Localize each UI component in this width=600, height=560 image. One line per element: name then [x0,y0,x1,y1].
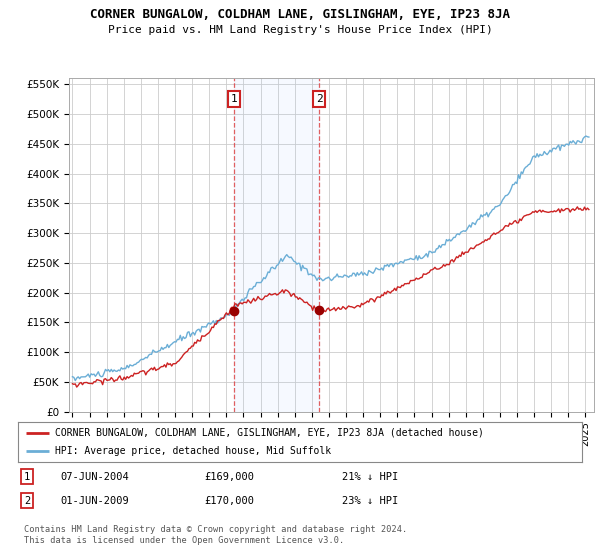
Text: 07-JUN-2004: 07-JUN-2004 [60,472,129,482]
Text: Contains HM Land Registry data © Crown copyright and database right 2024.
This d: Contains HM Land Registry data © Crown c… [24,525,407,545]
Text: 1: 1 [24,472,30,482]
Text: CORNER BUNGALOW, COLDHAM LANE, GISLINGHAM, EYE, IP23 8JA: CORNER BUNGALOW, COLDHAM LANE, GISLINGHA… [90,8,510,21]
Text: HPI: Average price, detached house, Mid Suffolk: HPI: Average price, detached house, Mid … [55,446,331,456]
Text: 23% ↓ HPI: 23% ↓ HPI [342,496,398,506]
Text: 1: 1 [230,94,237,104]
Text: 21% ↓ HPI: 21% ↓ HPI [342,472,398,482]
Text: CORNER BUNGALOW, COLDHAM LANE, GISLINGHAM, EYE, IP23 8JA (detached house): CORNER BUNGALOW, COLDHAM LANE, GISLINGHA… [55,428,484,437]
Bar [234,78,319,412]
Text: 2: 2 [316,94,322,104]
Text: 2: 2 [24,496,30,506]
Text: 01-JUN-2009: 01-JUN-2009 [60,496,129,506]
Text: £170,000: £170,000 [204,496,254,506]
Text: £169,000: £169,000 [204,472,254,482]
Text: Price paid vs. HM Land Registry's House Price Index (HPI): Price paid vs. HM Land Registry's House … [107,25,493,35]
